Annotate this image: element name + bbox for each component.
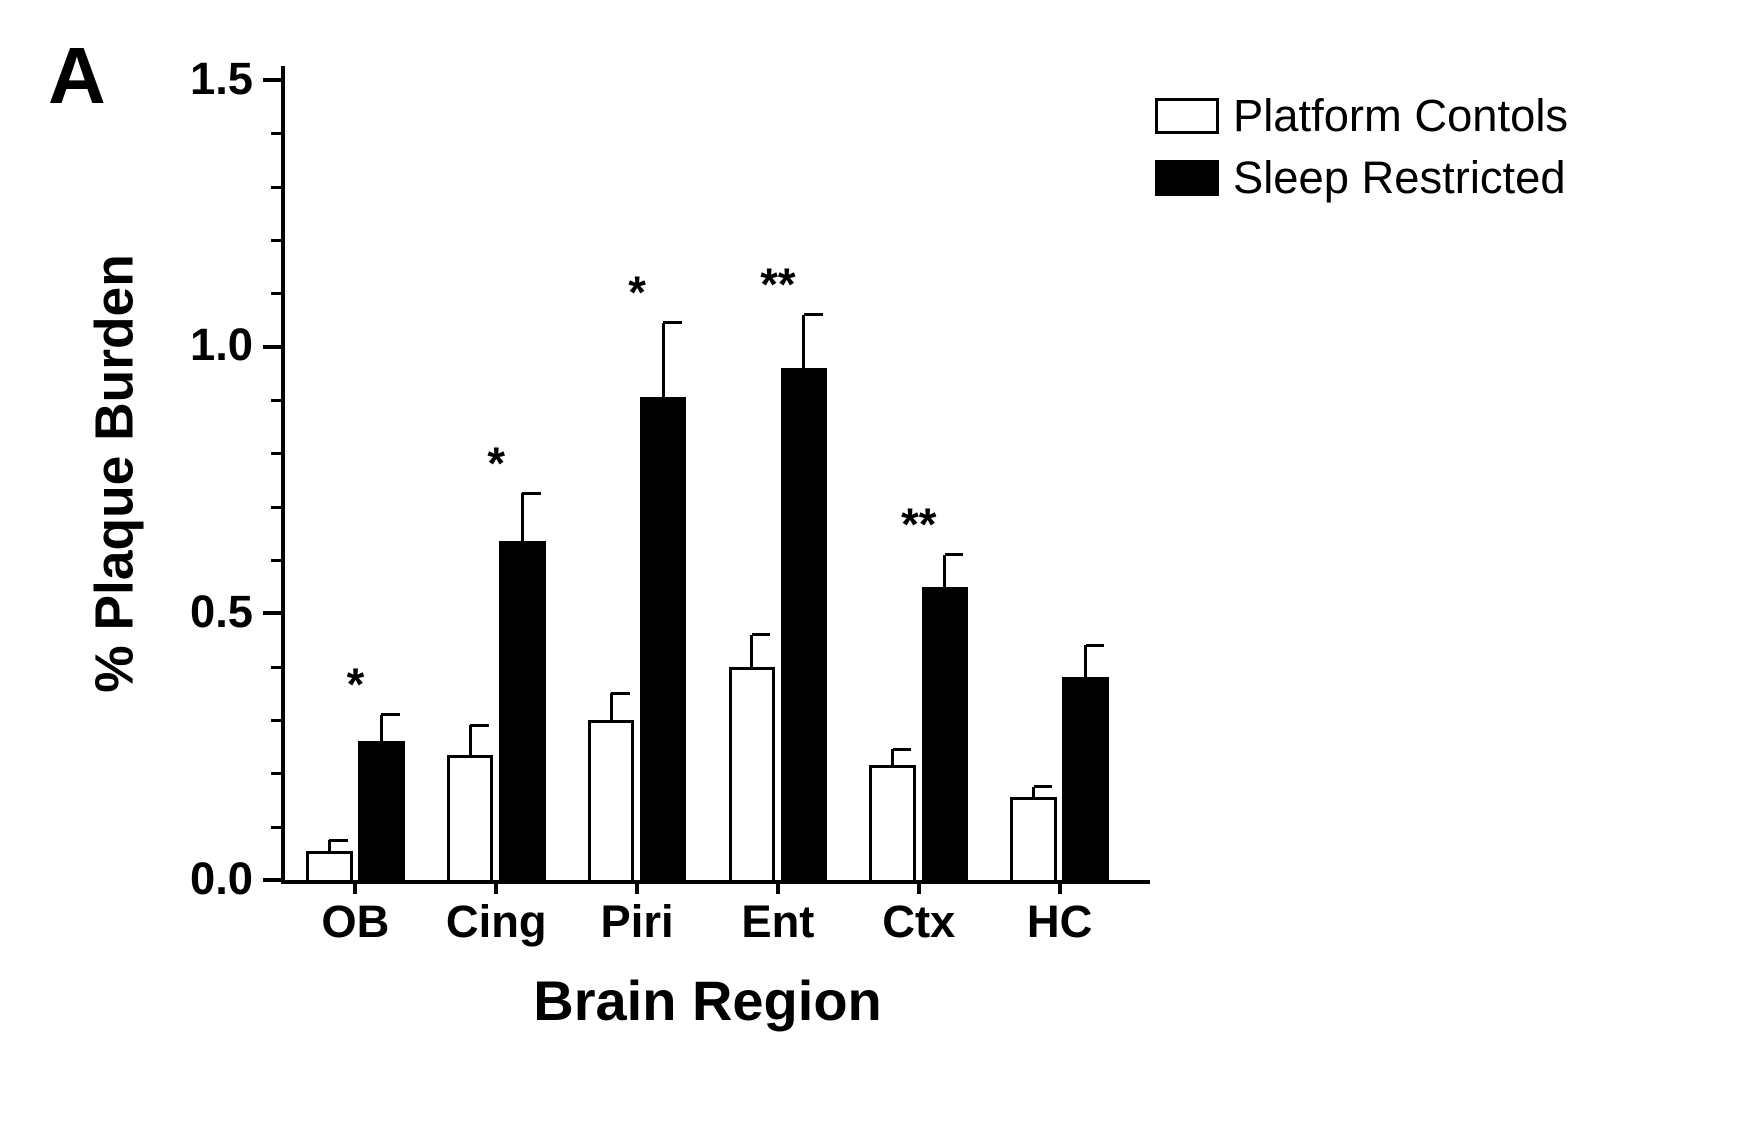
error-bar-cap: [663, 321, 682, 324]
y-minor-tick: [271, 452, 281, 455]
y-major-tick: [263, 878, 281, 882]
error-bar: [1032, 787, 1035, 798]
error-bar-cap: [893, 748, 912, 751]
error-bar-cap: [752, 633, 771, 636]
legend-item: Sleep Restricted: [1155, 152, 1568, 204]
bar: [358, 741, 404, 880]
error-bar: [521, 493, 524, 541]
error-bar: [750, 635, 753, 667]
y-minor-tick: [271, 719, 281, 722]
error-bar-cap: [1034, 785, 1053, 788]
x-tick-label: Ctx: [848, 896, 989, 948]
error-bar-cap: [804, 313, 823, 316]
y-minor-tick: [271, 292, 281, 295]
y-minor-tick: [271, 826, 281, 829]
error-bar-cap: [945, 553, 964, 556]
y-minor-tick: [271, 399, 281, 402]
x-tick-label: Cing: [426, 896, 567, 948]
significance-label: **: [848, 499, 989, 551]
error-bar: [943, 555, 946, 587]
legend-item: Platform Contols: [1155, 90, 1568, 142]
bar: [869, 765, 915, 880]
error-bar: [469, 725, 472, 754]
error-bar: [380, 715, 383, 742]
y-tick-label: 0.5: [143, 586, 253, 638]
y-axis-line: [281, 66, 285, 880]
error-bar-cap: [329, 839, 348, 842]
x-axis-title: Brain Region: [285, 968, 1130, 1033]
bar: [781, 368, 827, 880]
error-bar-cap: [611, 692, 630, 695]
significance-label: *: [285, 659, 426, 711]
y-axis-title: % Plaque Burden: [85, 73, 146, 873]
y-minor-tick: [271, 132, 281, 135]
y-major-tick: [263, 611, 281, 615]
x-major-tick: [1058, 880, 1062, 894]
x-tick-label: Ent: [708, 896, 849, 948]
x-tick-label: Piri: [567, 896, 708, 948]
x-axis-line: [281, 880, 1150, 884]
legend-label: Platform Contols: [1233, 90, 1568, 142]
figure: A OBCingPiriEntCtxHC ******* 0.00.51.01.…: [0, 0, 1762, 1128]
legend: Platform Contols Sleep Restricted: [1155, 90, 1568, 214]
bar: [306, 851, 352, 880]
error-bar-cap: [381, 713, 400, 716]
bar: [922, 587, 968, 880]
x-tick-label: OB: [285, 896, 426, 948]
y-minor-tick: [271, 506, 281, 509]
bar: [447, 755, 493, 880]
significance-label: **: [708, 259, 849, 311]
bar: [729, 667, 775, 880]
y-minor-tick: [271, 772, 281, 775]
legend-label: Sleep Restricted: [1233, 152, 1566, 204]
error-bar: [1084, 645, 1087, 677]
legend-swatch: [1155, 98, 1219, 134]
y-major-tick: [263, 78, 281, 82]
bar: [1062, 677, 1108, 880]
y-major-tick: [263, 345, 281, 349]
error-bar-cap: [522, 492, 541, 495]
legend-swatch: [1155, 160, 1219, 196]
significance-label: *: [567, 267, 708, 319]
error-bar: [610, 693, 613, 720]
bar: [499, 541, 545, 880]
y-tick-label: 1.5: [143, 53, 253, 105]
error-bar: [328, 840, 331, 851]
plot-area: OBCingPiriEntCtxHC *******: [285, 80, 1130, 880]
error-bar-cap: [470, 724, 489, 727]
x-major-tick: [635, 880, 639, 894]
y-minor-tick: [271, 559, 281, 562]
error-bar: [802, 315, 805, 368]
bar: [1010, 797, 1056, 880]
y-minor-tick: [271, 186, 281, 189]
y-tick-label: 0.0: [143, 853, 253, 905]
x-major-tick: [776, 880, 780, 894]
y-tick-label: 1.0: [143, 319, 253, 371]
bar: [640, 397, 686, 880]
y-minor-tick: [271, 666, 281, 669]
significance-label: *: [426, 438, 567, 490]
x-major-tick: [917, 880, 921, 894]
error-bar: [891, 749, 894, 765]
x-major-tick: [353, 880, 357, 894]
error-bar: [662, 323, 665, 398]
bar: [588, 720, 634, 880]
x-major-tick: [494, 880, 498, 894]
y-minor-tick: [271, 239, 281, 242]
x-tick-label: HC: [989, 896, 1130, 948]
error-bar-cap: [1086, 644, 1105, 647]
